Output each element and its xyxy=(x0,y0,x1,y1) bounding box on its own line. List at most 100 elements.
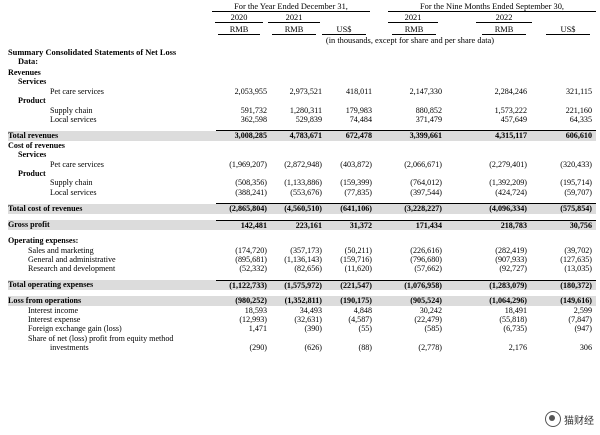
row-value: (641,106) xyxy=(326,203,376,214)
row-value: 142,481 xyxy=(216,219,271,231)
row-value xyxy=(271,96,326,105)
row-value: (2,865,804) xyxy=(216,203,271,214)
row-value: 4,315,117 xyxy=(446,130,531,141)
row-value xyxy=(216,169,271,178)
table-row: Interest income 18,593 34,493 4,848 30,242 18… xyxy=(8,306,596,315)
currency-rmb-2021: RMB xyxy=(272,25,316,35)
row-value: (6,735) xyxy=(503,324,527,334)
row-value: 171,434 xyxy=(376,219,446,231)
row-value: (159,716) xyxy=(340,254,372,264)
row-value: (357,173) xyxy=(290,245,322,255)
row-value: 591,732 xyxy=(240,105,267,115)
row-value: 18,593 xyxy=(244,305,267,315)
row-value xyxy=(326,68,376,77)
row-value: (7,847) xyxy=(568,314,592,324)
row-value: 1,573,222 xyxy=(494,105,527,115)
row-value: (57,662) xyxy=(414,264,442,274)
row-value: (1,064,296) xyxy=(446,296,531,306)
row-value: (424,724) xyxy=(495,187,527,197)
table-row: Local services 362,598 529,839 74,484 371,47… xyxy=(8,115,596,124)
row-value xyxy=(531,169,596,178)
row-value: (226,616) xyxy=(410,245,442,255)
row-value xyxy=(531,77,596,86)
year-2020-header: 2020 xyxy=(215,13,263,23)
row-value: (390) xyxy=(304,324,322,334)
row-value: (585) xyxy=(424,324,442,334)
row-value: 2,284,246 xyxy=(494,86,527,96)
row-value: 529,839 xyxy=(295,115,322,125)
table-row: Revenues xyxy=(8,68,596,77)
table-row: Pet care services (1,969,207) (2,872,948) (… xyxy=(8,160,596,169)
row-value: (388,241) xyxy=(235,187,267,197)
table-row: General and administrative (895,681) (1,13… xyxy=(8,255,596,264)
row-value: (12,993) xyxy=(239,314,267,324)
row-value: (149,616) xyxy=(531,296,596,306)
watermark-text: 猫财经 xyxy=(564,415,594,427)
row-value: (905,524) xyxy=(376,296,446,306)
row-value: (50,211) xyxy=(344,245,372,255)
row-value: 18,491 xyxy=(504,305,527,315)
row-value: (32,631) xyxy=(294,314,322,324)
year-2021-header: 2021 xyxy=(268,13,320,23)
year-ended-header: For the Year Ended December 31, xyxy=(212,2,370,12)
row-value: 34,493 xyxy=(299,305,322,315)
row-value xyxy=(446,236,531,245)
row-label: Pet care services xyxy=(50,159,104,169)
row-value xyxy=(271,334,326,343)
row-value: 30,242 xyxy=(419,305,442,315)
row-value xyxy=(531,96,596,105)
watermark-logo-icon xyxy=(545,411,561,427)
row-value xyxy=(326,96,376,105)
nine-months-header: For the Nine Months Ended September 30, xyxy=(388,2,596,12)
row-value xyxy=(376,236,446,245)
row-value: (907,933) xyxy=(495,254,527,264)
row-value xyxy=(216,96,271,105)
row-value xyxy=(271,150,326,159)
row-value xyxy=(376,141,446,150)
row-value xyxy=(326,169,376,178)
section-title: Summary Consolidated Statements of Net L… xyxy=(8,48,177,57)
row-value: 362,598 xyxy=(240,115,267,125)
row-value: (320,433) xyxy=(560,159,592,169)
row-label: Operating expenses: xyxy=(8,236,79,246)
row-value xyxy=(376,68,446,77)
row-value: (82,656) xyxy=(294,264,322,274)
year-2022-nine-header: 2022 xyxy=(476,13,532,23)
row-value: (282,419) xyxy=(495,245,527,255)
row-value: 672,478 xyxy=(326,130,376,141)
row-value: (947) xyxy=(574,324,592,334)
row-value: (980,252) xyxy=(216,296,271,306)
row-label: Product xyxy=(18,96,46,106)
units-note: (in thousands, except for share and per … xyxy=(325,36,495,45)
row-value: (290) xyxy=(249,343,267,353)
row-value xyxy=(271,169,326,178)
currency-rmb-2021-nine: RMB xyxy=(392,25,436,35)
row-value xyxy=(216,334,271,343)
row-value: (895,681) xyxy=(235,254,267,264)
table-row: Research and development (52,332) (82,656)… xyxy=(8,264,596,273)
row-label: Services xyxy=(18,77,47,87)
row-value: (195,714) xyxy=(560,178,592,188)
row-value xyxy=(446,334,531,343)
row-value xyxy=(446,96,531,105)
row-value: (221,547) xyxy=(326,279,376,291)
row-value xyxy=(531,68,596,77)
row-value: 64,335 xyxy=(569,115,592,125)
row-value: (13,035) xyxy=(564,264,592,274)
currency-rmb-2022-nine: RMB xyxy=(482,25,526,35)
section-title-cont: Data: xyxy=(18,57,39,66)
row-label: Local services xyxy=(50,115,97,125)
row-value xyxy=(271,236,326,245)
row-value xyxy=(326,77,376,86)
row-label: Interest income xyxy=(28,305,79,315)
row-label: Sales and marketing xyxy=(28,245,94,255)
row-value xyxy=(216,141,271,150)
row-value: (1,133,886) xyxy=(284,178,322,188)
row-label: Interest expense xyxy=(28,314,81,324)
row-label: Services xyxy=(18,150,47,160)
row-label: Gross profit xyxy=(8,220,216,231)
statement-table: Revenues Services Pet care services 2,053,9… xyxy=(8,68,596,353)
row-value: (52,332) xyxy=(239,264,267,274)
row-value: 2,599 xyxy=(573,305,592,315)
row-value xyxy=(376,96,446,105)
